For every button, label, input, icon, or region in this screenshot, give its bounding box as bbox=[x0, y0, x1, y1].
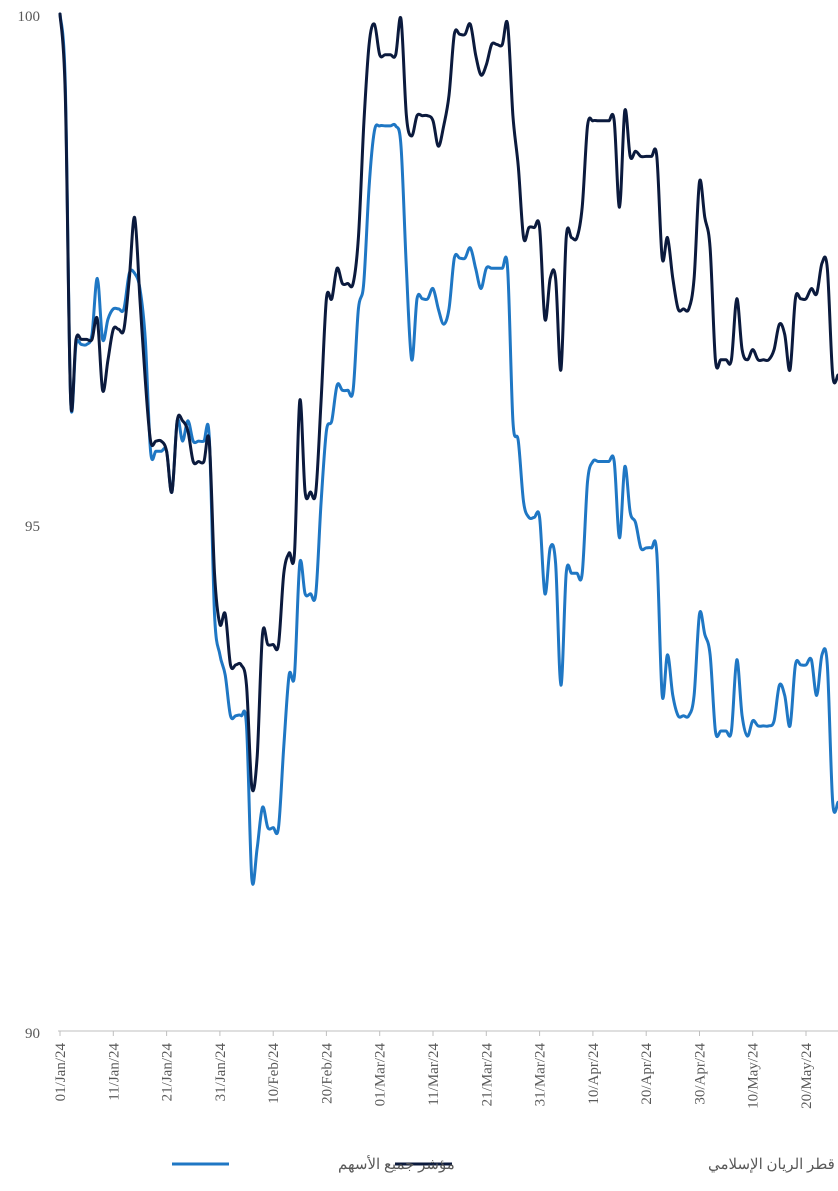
y-tick-label: 95 bbox=[25, 519, 40, 535]
x-tick-label: 21/Mar/24 bbox=[479, 1043, 495, 1107]
legend: مؤشر بورصة قطر الريان الإسلامي مؤشر جميع… bbox=[172, 1155, 838, 1173]
x-tick-label: 11/Mar/24 bbox=[426, 1043, 442, 1106]
x-tick-label: 10/Apr/24 bbox=[586, 1043, 602, 1105]
x-tick-label: 11/Jan/24 bbox=[106, 1043, 122, 1101]
x-tick-label: 01/Mar/24 bbox=[373, 1043, 389, 1107]
x-tick-label: 01/Jan/24 bbox=[53, 1043, 69, 1102]
y-tick-label: 90 bbox=[25, 1026, 40, 1042]
series-line-al-rayan bbox=[58, 12, 838, 793]
legend-label-all-share: مؤشر جميع الأسهم bbox=[338, 1155, 455, 1173]
y-axis-labels: 90 95 100 bbox=[18, 9, 41, 1042]
x-tick-label: 10/Feb/24 bbox=[266, 1043, 282, 1104]
x-axis-labels: 01/Jan/24 11/Jan/24 21/Jan/24 31/Jan/24 10/F… bbox=[53, 1043, 815, 1109]
x-axis-ticks bbox=[59, 1031, 807, 1036]
x-tick-label: 20/May/24 bbox=[799, 1043, 815, 1109]
y-tick-label: 100 bbox=[18, 9, 41, 25]
x-tick-label: 31/Jan/24 bbox=[213, 1043, 229, 1102]
legend-label-al-rayan: مؤشر بورصة قطر الريان الإسلامي bbox=[708, 1157, 838, 1173]
plot-lines bbox=[58, 12, 838, 886]
x-tick-label: 10/May/24 bbox=[746, 1043, 762, 1109]
x-tick-label: 20/Apr/24 bbox=[639, 1043, 655, 1105]
x-tick-label: 30/Apr/24 bbox=[693, 1043, 709, 1105]
x-tick-label: 21/Jan/24 bbox=[160, 1043, 176, 1102]
x-tick-label: 31/Mar/24 bbox=[533, 1043, 549, 1107]
series-line-all-share bbox=[58, 12, 838, 886]
x-tick-label: 20/Feb/24 bbox=[319, 1043, 335, 1104]
